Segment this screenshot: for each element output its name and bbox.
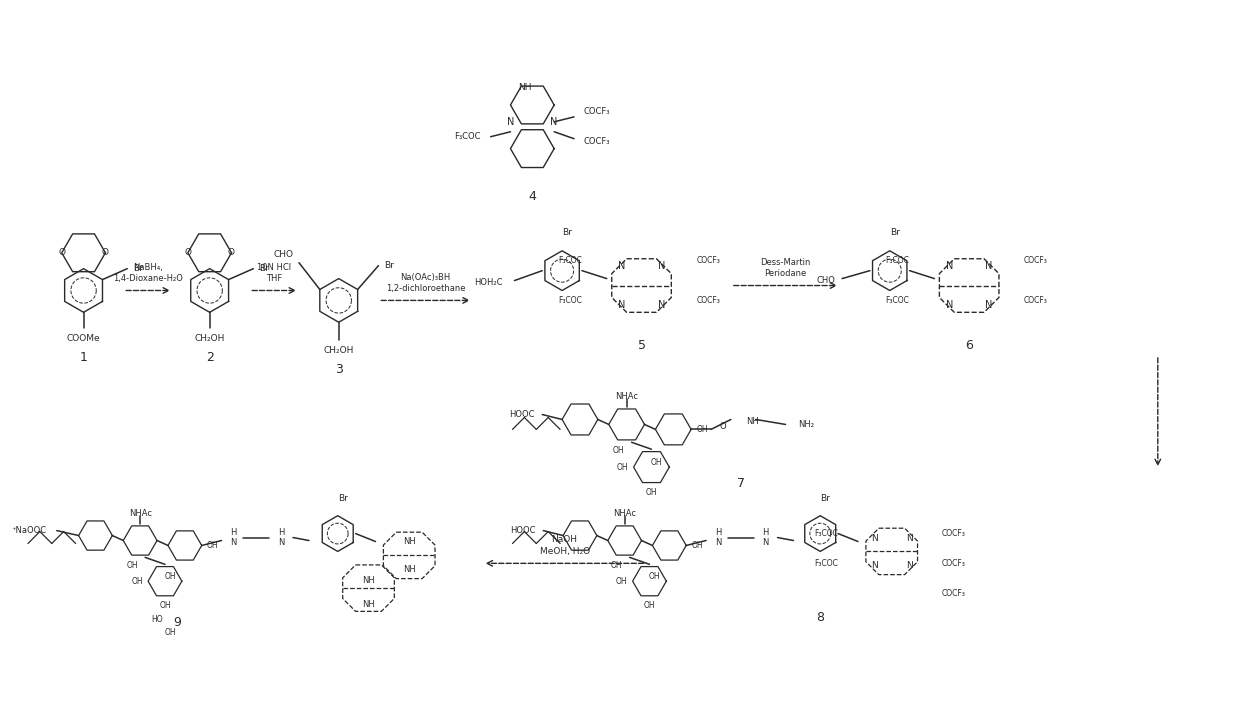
Text: COCF₃: COCF₃ — [941, 559, 965, 568]
Text: OH: OH — [691, 541, 703, 550]
Text: 8: 8 — [816, 611, 825, 624]
Text: COCF₃: COCF₃ — [941, 589, 965, 597]
Text: H
N: H N — [278, 528, 284, 547]
Text: O: O — [185, 249, 191, 257]
Text: Br: Br — [562, 229, 572, 237]
Text: ⁺NaOOC: ⁺NaOOC — [11, 526, 47, 535]
Text: O: O — [58, 249, 66, 257]
Text: HOOC: HOOC — [508, 410, 534, 419]
Text: N: N — [986, 300, 993, 311]
Text: Br: Br — [821, 494, 830, 503]
Text: NH: NH — [517, 83, 531, 92]
Text: NHAc: NHAc — [613, 509, 636, 518]
Text: OH: OH — [616, 577, 627, 586]
Text: 1: 1 — [79, 352, 88, 364]
Text: Dess-Martin
Periodane: Dess-Martin Periodane — [760, 258, 811, 277]
Text: COCF₃: COCF₃ — [584, 137, 610, 146]
Text: OH: OH — [649, 572, 660, 581]
Text: NaBH₄,
1,4-Dioxane-H₂O: NaBH₄, 1,4-Dioxane-H₂O — [113, 263, 184, 282]
Text: N: N — [906, 561, 913, 570]
Text: N: N — [618, 300, 625, 311]
Text: COCF₃: COCF₃ — [941, 529, 965, 538]
Text: N: N — [872, 561, 878, 570]
Text: N: N — [946, 300, 954, 311]
Text: OH: OH — [618, 462, 629, 472]
Text: 5: 5 — [637, 339, 646, 352]
Text: OH: OH — [613, 445, 625, 455]
Text: F₃COC: F₃COC — [454, 132, 481, 141]
Text: CHO: CHO — [273, 251, 293, 259]
Text: F₃COC: F₃COC — [558, 296, 582, 305]
Text: NHAc: NHAc — [615, 392, 639, 401]
Text: COCF₃: COCF₃ — [1024, 256, 1048, 265]
Text: Br: Br — [133, 264, 143, 273]
Text: 6: 6 — [965, 339, 973, 352]
Text: H
N: H N — [231, 528, 237, 547]
Text: 4: 4 — [528, 190, 536, 203]
Text: CH₂OH: CH₂OH — [195, 334, 224, 342]
Text: COCF₃: COCF₃ — [1024, 296, 1048, 305]
Text: N: N — [657, 261, 665, 270]
Text: F₃COC: F₃COC — [815, 559, 838, 568]
Text: N: N — [946, 261, 954, 270]
Text: O: O — [719, 422, 727, 431]
Text: N: N — [986, 261, 993, 270]
Text: Br: Br — [259, 264, 269, 273]
Text: 10N HCl
THF: 10N HCl THF — [257, 263, 291, 282]
Text: F₃COC: F₃COC — [885, 296, 910, 305]
Text: H
N: H N — [763, 528, 769, 547]
Text: Na(OAc)₃BH
1,2-dichloroethane: Na(OAc)₃BH 1,2-dichloroethane — [386, 273, 465, 292]
Text: N: N — [657, 300, 665, 311]
Text: Br: Br — [337, 494, 347, 503]
Text: F₃COC: F₃COC — [558, 256, 582, 265]
Text: NaOH
MeOH, H₂O: NaOH MeOH, H₂O — [539, 535, 590, 556]
Text: NH: NH — [362, 575, 374, 585]
Text: HOOC: HOOC — [510, 526, 536, 535]
Text: OH: OH — [207, 541, 218, 550]
Text: OH: OH — [611, 561, 622, 570]
Text: F₃COC: F₃COC — [815, 529, 838, 538]
Text: 7: 7 — [737, 477, 745, 491]
Text: OH: OH — [159, 602, 171, 611]
Text: Br: Br — [890, 229, 900, 237]
Text: N: N — [507, 116, 515, 127]
Text: Br: Br — [384, 261, 394, 270]
Text: OH: OH — [644, 602, 655, 611]
Text: NHAc: NHAc — [129, 509, 151, 518]
Text: COCF₃: COCF₃ — [696, 256, 720, 265]
Text: 9: 9 — [172, 616, 181, 629]
Text: COCF₃: COCF₃ — [696, 296, 720, 305]
Text: O: O — [102, 249, 109, 257]
Text: N: N — [872, 534, 878, 543]
Text: NH₂: NH₂ — [799, 420, 815, 429]
Text: NH: NH — [403, 565, 415, 574]
Text: OH: OH — [164, 572, 176, 581]
Text: F₃COC: F₃COC — [885, 256, 910, 265]
Text: H
N: H N — [714, 528, 722, 547]
Text: HOH₂C: HOH₂C — [474, 278, 502, 287]
Text: OH: OH — [646, 489, 657, 498]
Text: COCF₃: COCF₃ — [584, 107, 610, 116]
Text: OH: OH — [126, 561, 138, 570]
Text: N: N — [618, 261, 625, 270]
Text: CH₂OH: CH₂OH — [324, 345, 353, 354]
Text: OH: OH — [131, 577, 143, 586]
Text: OH: OH — [164, 628, 176, 638]
Text: OH: OH — [696, 425, 708, 434]
Text: N: N — [906, 534, 913, 543]
Text: 3: 3 — [335, 364, 342, 376]
Text: NH: NH — [745, 417, 759, 426]
Text: O: O — [228, 249, 236, 257]
Text: COOMe: COOMe — [67, 334, 100, 342]
Text: 2: 2 — [206, 352, 213, 364]
Text: NH: NH — [362, 599, 374, 609]
Text: NH: NH — [403, 537, 415, 546]
Text: N: N — [551, 116, 558, 127]
Text: OH: OH — [651, 457, 662, 467]
Text: CHO: CHO — [816, 276, 835, 285]
Text: HO: HO — [151, 616, 162, 624]
